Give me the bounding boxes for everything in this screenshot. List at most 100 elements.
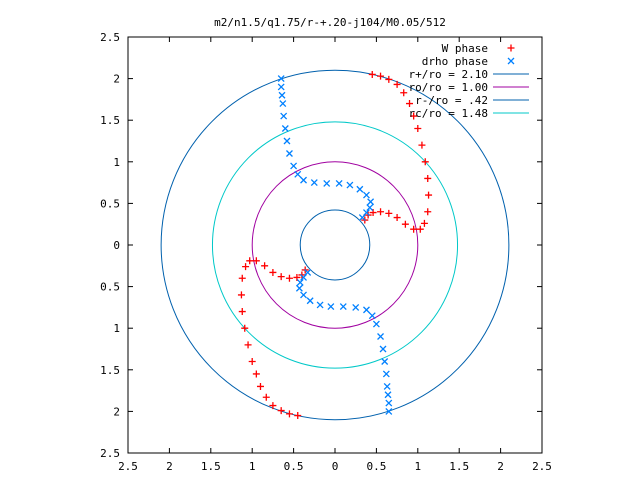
point-1-12 (323, 179, 331, 187)
point-1-4 (280, 112, 288, 120)
x-tick-label-8: 1.5 (449, 460, 469, 473)
point-0-45 (294, 412, 302, 420)
point-0-34 (237, 291, 245, 299)
point-1-14 (346, 181, 354, 189)
point-1-2 (278, 91, 286, 99)
point-0-14 (418, 141, 426, 149)
point-0-39 (252, 370, 260, 378)
y-tick-label-5: 0 (113, 239, 120, 252)
point-1-36 (306, 297, 314, 305)
legend-label-2: r+/ro = 2.10 (409, 68, 488, 81)
point-0-43 (277, 407, 285, 415)
point-0-13 (421, 158, 429, 166)
point-0-10 (424, 208, 432, 216)
point-0-20 (385, 75, 393, 83)
y-tick-label-9: 2 (113, 73, 120, 86)
legend-label-1: drho phase (422, 55, 488, 68)
point-1-5 (281, 125, 289, 132)
point-1-32 (352, 303, 360, 311)
point-0-4 (385, 209, 393, 217)
point-0-8 (416, 225, 424, 233)
legend-label-5: rc/ro = 1.48 (409, 107, 488, 120)
point-1-24 (383, 382, 391, 390)
point-0-9 (420, 219, 428, 227)
x-tick-label-2: 1.5 (201, 460, 221, 473)
point-1-31 (363, 306, 370, 314)
point-1-9 (294, 170, 302, 178)
point-0-28 (269, 268, 277, 276)
chart-title: m2/n1.5/q1.75/r-+.20-j104/M0.05/512 (214, 16, 446, 29)
point-0-21 (377, 72, 385, 80)
series-1 (277, 75, 393, 415)
point-1-35 (316, 301, 324, 309)
point-1-22 (385, 399, 393, 407)
y-tick-label-6: 0.5 (100, 197, 120, 210)
legend-label-0: W phase (442, 42, 488, 55)
y-tick-label-7: 1 (113, 156, 120, 169)
point-0-42 (269, 402, 277, 410)
point-1-34 (327, 303, 335, 311)
point-0-19 (393, 80, 401, 88)
point-1-38 (295, 284, 303, 292)
y-tick-label-4: 0.5 (100, 281, 120, 294)
x-tick-label-3: 1 (249, 460, 256, 473)
point-0-40 (256, 382, 264, 390)
point-0-15 (414, 125, 422, 133)
point-1-13 (335, 179, 343, 187)
y-tick-label-1: 2 (113, 405, 120, 418)
point-1-6 (283, 137, 291, 145)
point-0-27 (277, 273, 285, 281)
point-1-10 (300, 176, 307, 184)
y-tick-label-3: 1 (113, 322, 120, 335)
point-1-30 (368, 312, 376, 320)
x-tick-label-6: 0.5 (366, 460, 386, 473)
y-tick-label-0: 2.5 (100, 447, 120, 460)
point-0-29 (261, 262, 269, 270)
point-0-16 (410, 112, 418, 120)
point-0-11 (425, 191, 433, 199)
point-1-7 (286, 150, 293, 157)
point-1-21 (385, 407, 393, 415)
x-tick-label-4: 0.5 (284, 460, 304, 473)
point-0-6 (401, 220, 409, 228)
point-1-37 (300, 291, 307, 299)
x-tick-label-10: 2.5 (532, 460, 552, 473)
point-1-27 (379, 345, 387, 353)
point-1-39 (296, 278, 304, 286)
point-0-37 (244, 341, 252, 349)
point-0-38 (248, 357, 256, 365)
y-tick-label-10: 2.5 (100, 31, 120, 44)
legend-label-3: ro/ro = 1.00 (409, 81, 488, 94)
legend-label-4: r-/ro = .42 (415, 94, 488, 107)
point-1-15 (356, 185, 364, 193)
point-0-30 (252, 257, 260, 265)
point-0-32 (242, 263, 250, 271)
point-1-16 (363, 191, 370, 199)
point-1-1 (277, 83, 285, 91)
point-1-33 (339, 303, 347, 311)
point-1-0 (277, 75, 285, 83)
point-0-18 (400, 89, 408, 97)
legend-symbol-0 (507, 44, 515, 52)
point-1-26 (381, 358, 389, 365)
x-tick-label-5: 0 (332, 460, 339, 473)
point-0-44 (285, 410, 293, 418)
point-0-31 (246, 257, 254, 265)
axis-ticks: 2.52.5221.51.5110.50.5000.50.5111.51.522… (100, 31, 552, 473)
point-1-28 (377, 333, 384, 340)
radius-circles (160, 69, 510, 421)
point-1-18 (366, 204, 374, 212)
point-0-7 (410, 225, 418, 233)
point-1-23 (384, 391, 392, 399)
point-0-33 (238, 274, 246, 282)
circle-2 (299, 209, 371, 281)
point-1-3 (279, 100, 287, 108)
point-0-22 (368, 70, 376, 78)
circle-1 (251, 161, 419, 329)
point-0-3 (377, 208, 385, 216)
point-1-8 (290, 162, 298, 170)
point-1-41 (304, 268, 312, 276)
point-0-5 (393, 214, 401, 222)
